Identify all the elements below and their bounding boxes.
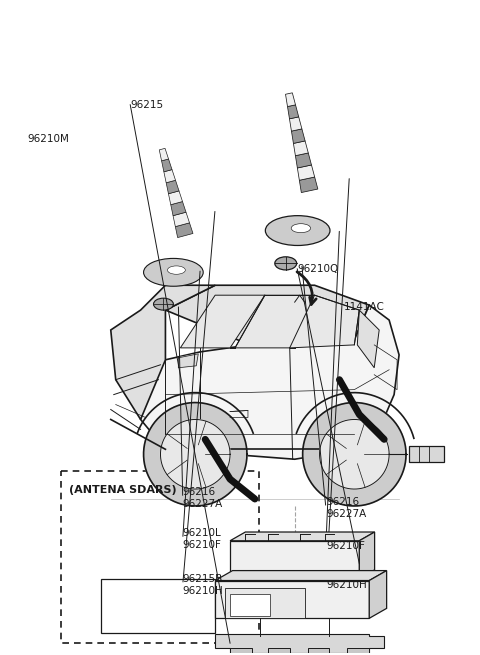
Polygon shape	[291, 129, 305, 143]
Text: 96210L
96210F: 96210L 96210F	[183, 528, 222, 550]
Ellipse shape	[154, 298, 173, 310]
FancyBboxPatch shape	[61, 471, 259, 643]
Bar	[268, 648, 290, 655]
Polygon shape	[171, 202, 186, 215]
Polygon shape	[175, 223, 193, 238]
Polygon shape	[164, 170, 176, 183]
Text: 96215: 96215	[130, 100, 163, 110]
Bar	[230, 595, 270, 616]
Polygon shape	[288, 105, 299, 119]
Polygon shape	[286, 93, 296, 107]
Polygon shape	[230, 532, 374, 541]
Polygon shape	[369, 571, 387, 618]
Polygon shape	[180, 295, 265, 348]
FancyBboxPatch shape	[101, 578, 215, 633]
Polygon shape	[300, 177, 318, 193]
Bar	[230, 541, 360, 578]
Polygon shape	[320, 419, 389, 489]
Bar	[348, 648, 369, 655]
Polygon shape	[173, 212, 190, 227]
Polygon shape	[295, 153, 312, 168]
Polygon shape	[159, 148, 168, 161]
Ellipse shape	[291, 224, 311, 233]
Polygon shape	[166, 180, 179, 194]
Polygon shape	[144, 403, 247, 506]
Polygon shape	[166, 285, 369, 345]
Bar	[409, 446, 444, 462]
Polygon shape	[160, 419, 230, 489]
Polygon shape	[215, 571, 387, 580]
Bar	[230, 648, 252, 655]
Text: 96210H: 96210H	[326, 580, 367, 590]
Bar	[308, 648, 329, 655]
Text: (ANTENA SDARS): (ANTENA SDARS)	[69, 485, 177, 495]
Polygon shape	[168, 191, 182, 205]
Text: 96210F: 96210F	[326, 540, 365, 551]
Polygon shape	[293, 141, 308, 156]
Polygon shape	[141, 305, 399, 459]
Text: 96216
96227A: 96216 96227A	[183, 487, 223, 510]
Bar	[225, 588, 305, 618]
Ellipse shape	[265, 215, 330, 246]
Text: 96215B
96210H: 96215B 96210H	[183, 574, 224, 596]
Ellipse shape	[168, 266, 185, 274]
Polygon shape	[303, 403, 406, 506]
Text: 1141AC: 1141AC	[344, 302, 385, 312]
Ellipse shape	[144, 259, 203, 286]
Polygon shape	[357, 310, 379, 367]
Bar	[215, 580, 369, 618]
Text: 96210Q: 96210Q	[297, 264, 338, 274]
Polygon shape	[360, 532, 374, 578]
Polygon shape	[111, 285, 215, 419]
Text: 96210M: 96210M	[28, 134, 70, 143]
Text: 96216
96227A: 96216 96227A	[326, 496, 366, 519]
Polygon shape	[298, 165, 315, 180]
Ellipse shape	[275, 257, 297, 270]
Polygon shape	[215, 634, 384, 653]
Polygon shape	[162, 159, 172, 172]
Polygon shape	[235, 295, 360, 348]
Polygon shape	[289, 117, 302, 131]
Polygon shape	[179, 354, 198, 367]
